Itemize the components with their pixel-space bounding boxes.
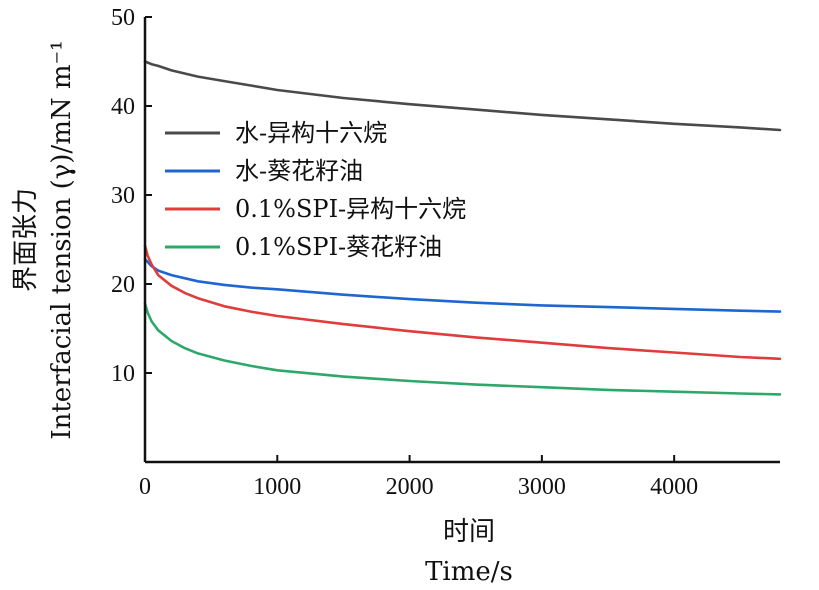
y-tick-label: 40 — [111, 94, 135, 120]
series-line-4 — [143, 302, 782, 396]
series-line-2 — [143, 257, 782, 313]
y-axis-title-cn: 界面张力 — [11, 188, 41, 292]
y-tick-label: 20 — [111, 272, 135, 298]
x-tick-label: 3000 — [518, 474, 566, 500]
plot-series-group — [143, 60, 782, 396]
y-axis-title: Interfacial tension (γ)/mN m⁻¹ — [47, 40, 77, 439]
x-tick-label: 2000 — [386, 474, 434, 500]
legend-label-4: 0.1%SPI-葵花籽油 — [235, 233, 442, 261]
x-tick-label: 4000 — [650, 474, 698, 500]
legend-label-3: 0.1%SPI-异构十六烷 — [235, 195, 466, 223]
legend-label-1: 水-异构十六烷 — [235, 119, 387, 147]
x-axis-title-cn: 时间 — [443, 517, 495, 547]
series-line-1 — [143, 60, 782, 132]
y-tick-label: 50 — [111, 5, 135, 31]
y-tick-label: 10 — [111, 361, 135, 387]
x-tick-label: 1000 — [253, 474, 301, 500]
legend-label-2: 水-葵花籽油 — [235, 157, 363, 185]
y-tick-label: 30 — [111, 183, 135, 209]
series-line-3 — [143, 244, 782, 361]
x-ticks: 0 1000 2000 3000 4000 — [139, 455, 698, 500]
y-ticks: 10 20 30 40 50 — [111, 5, 152, 387]
x-axis-title: Time/s — [425, 557, 513, 587]
x-tick-label: 0 — [139, 474, 151, 500]
